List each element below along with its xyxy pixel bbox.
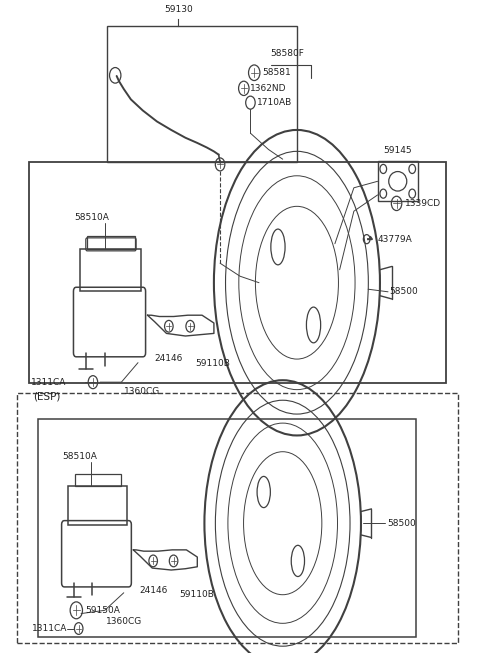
Text: 24146: 24146 — [139, 586, 168, 595]
Text: 59110B: 59110B — [195, 359, 230, 369]
Bar — [80, 249, 141, 291]
Text: 1311CA: 1311CA — [31, 378, 67, 386]
Text: 1311CA: 1311CA — [32, 624, 68, 633]
Text: 1710AB: 1710AB — [257, 98, 292, 107]
Bar — [87, 236, 135, 249]
Text: 1362ND: 1362ND — [251, 84, 287, 93]
Text: 1360CG: 1360CG — [106, 617, 142, 626]
Bar — [68, 485, 127, 525]
Text: 59145: 59145 — [384, 146, 412, 155]
Text: 59110B: 59110B — [180, 590, 215, 599]
Text: 59150A: 59150A — [85, 606, 120, 615]
Text: 58500: 58500 — [389, 287, 418, 297]
Text: 58510A: 58510A — [74, 213, 109, 222]
Bar — [107, 26, 297, 163]
Bar — [38, 419, 416, 637]
Bar — [378, 161, 418, 201]
Text: 58580F: 58580F — [271, 49, 304, 58]
Text: 58500: 58500 — [387, 519, 416, 527]
Text: 1360CG: 1360CG — [124, 387, 160, 396]
Text: 58581: 58581 — [263, 68, 291, 77]
Text: 1339CD: 1339CD — [405, 199, 441, 208]
Text: 24146: 24146 — [155, 354, 183, 363]
Text: 59130: 59130 — [164, 5, 192, 14]
Text: (ESP): (ESP) — [34, 391, 61, 401]
Bar — [75, 474, 121, 485]
Text: 43779A: 43779A — [378, 235, 412, 243]
Bar — [29, 163, 446, 384]
Bar — [17, 393, 458, 644]
Text: 58510A: 58510A — [62, 452, 97, 461]
